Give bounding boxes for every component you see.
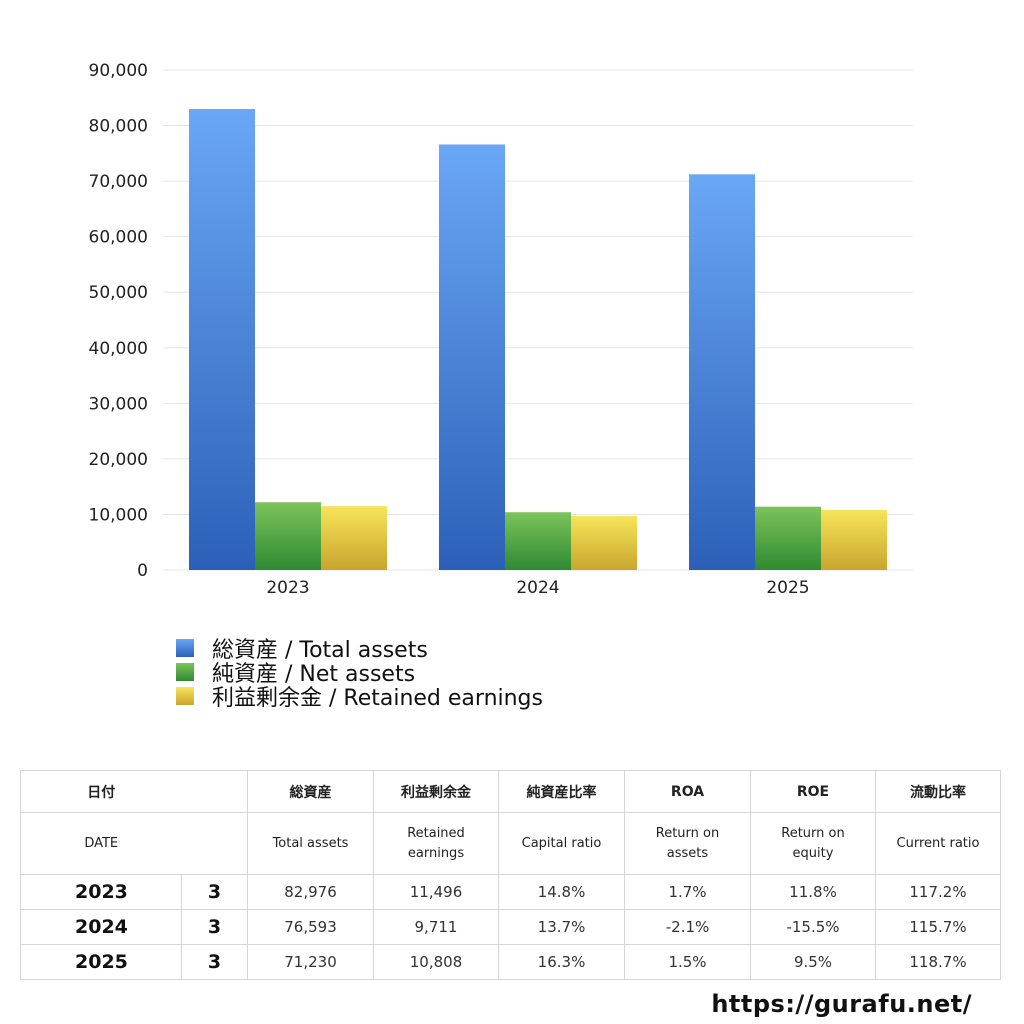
header-roa-en: Return on assets	[624, 812, 751, 875]
y-tick-label: 0	[137, 561, 148, 581]
cell-total-assets: 76,593	[247, 909, 374, 945]
gridlines	[163, 69, 913, 571]
cell-roa: 1.7%	[624, 874, 751, 910]
legend: 総資産 / Total assets 純資産 / Net assets 利益剰余…	[176, 636, 543, 711]
header-roe-jp: ROE	[750, 770, 876, 813]
cell-roa: -2.1%	[624, 909, 751, 945]
row-month: 3	[181, 909, 248, 945]
header-row-jp: 日付 総資産 利益剰余金 純資産比率 ROA ROE 流動比率	[20, 770, 1001, 813]
cell-capital-ratio: 13.7%	[498, 909, 625, 945]
row-month: 3	[181, 874, 248, 910]
row-year: 2024	[20, 909, 182, 945]
row-month: 3	[181, 944, 248, 980]
y-tick-label: 20,000	[89, 450, 148, 470]
legend-swatch-net-assets	[176, 663, 194, 681]
table-row: 2024 3 76,593 9,711 13.7% -2.1% -15.5% 1…	[20, 909, 1001, 945]
x-tick-label: 2023	[266, 578, 309, 598]
y-tick-label: 60,000	[89, 228, 148, 248]
x-tick-label: 2024	[516, 578, 559, 598]
bar-total-assets	[189, 109, 255, 571]
header-roe-en-text: Return on equity	[781, 825, 845, 861]
legend-label: 純資産 / Net assets	[212, 662, 416, 687]
cell-current-ratio: 118.7%	[875, 944, 1001, 980]
bar-total-assets	[689, 174, 755, 570]
legend-swatch-retained-earnings	[176, 687, 194, 705]
bar-net-assets	[505, 512, 571, 570]
header-date-en: DATE	[20, 812, 182, 875]
cell-roe: 11.8%	[750, 874, 876, 910]
y-tick-label: 80,000	[89, 117, 148, 137]
header-roa-en-text: Return on assets	[655, 825, 720, 861]
y-tick-label: 30,000	[89, 394, 148, 414]
cell-retained: 10,808	[373, 944, 499, 980]
cell-total-assets: 71,230	[247, 944, 374, 980]
cell-capital-ratio: 14.8%	[498, 874, 625, 910]
header-date-jp: 日付	[20, 770, 182, 813]
y-tick-label: 90,000	[89, 61, 148, 81]
header-roe-en: Return on equity	[750, 812, 876, 875]
row-year: 2023	[20, 874, 182, 910]
cell-retained: 11,496	[373, 874, 499, 910]
legend-item-net-assets: 純資産 / Net assets	[176, 660, 543, 687]
header-spacer	[181, 770, 248, 813]
bar-chart: 0 10,000 20,000 30,000 40,000 50,000 60,000 70,…	[89, 61, 913, 598]
header-capital-ratio-jp: 純資産比率	[498, 770, 625, 813]
header-capital-ratio-en: Capital ratio	[498, 812, 625, 875]
header-current-ratio-jp: 流動比率	[875, 770, 1001, 813]
bar-retained-earnings	[571, 516, 637, 570]
bars	[189, 109, 887, 571]
header-row-en: DATE Total assets Retained earnings Capi…	[20, 812, 1001, 875]
header-roa-jp: ROA	[624, 770, 751, 813]
cell-total-assets: 82,976	[247, 874, 374, 910]
y-axis: 0 10,000 20,000 30,000 40,000 50,000 60,000 70,…	[89, 61, 148, 581]
y-tick-label: 40,000	[89, 339, 148, 359]
y-tick-label: 10,000	[89, 505, 148, 525]
header-current-ratio-en: Current ratio	[875, 812, 1001, 875]
header-retained-jp: 利益剰余金	[373, 770, 499, 813]
bar-net-assets	[755, 506, 821, 570]
y-tick-label: 50,000	[89, 283, 148, 303]
cell-current-ratio: 115.7%	[875, 909, 1001, 945]
header-total-assets-jp: 総資産	[247, 770, 374, 813]
header-retained-en-text: Retained earnings	[407, 825, 465, 861]
y-tick-label: 70,000	[89, 172, 148, 192]
legend-label: 利益剰余金 / Retained earnings	[212, 686, 543, 711]
x-tick-label: 2025	[766, 578, 809, 598]
bar-retained-earnings	[821, 509, 887, 570]
cell-roe: -15.5%	[750, 909, 876, 945]
cell-retained: 9,711	[373, 909, 499, 945]
cell-capital-ratio: 16.3%	[498, 944, 625, 980]
bar-total-assets	[439, 144, 505, 570]
bar-net-assets	[255, 502, 321, 570]
table-row: 2025 3 71,230 10,808 16.3% 1.5% 9.5% 118…	[20, 944, 1001, 980]
row-year: 2025	[20, 944, 182, 980]
cell-roe: 9.5%	[750, 944, 876, 980]
header-spacer	[181, 812, 248, 875]
site-url[interactable]: https://gurafu.net/	[711, 990, 972, 1018]
legend-item-retained-earnings: 利益剰余金 / Retained earnings	[176, 684, 543, 711]
table-row: 2023 3 82,976 11,496 14.8% 1.7% 11.8% 11…	[20, 874, 1001, 910]
x-axis: 2023 2024 2025	[266, 578, 809, 598]
legend-label: 総資産 / Total assets	[212, 638, 428, 663]
header-retained-en: Retained earnings	[373, 812, 499, 875]
legend-swatch-total-assets	[176, 639, 194, 657]
cell-roa: 1.5%	[624, 944, 751, 980]
header-total-assets-en: Total assets	[247, 812, 374, 875]
financial-table: 日付 総資産 利益剰余金 純資産比率 ROA ROE 流動比率 DATE Tot…	[20, 770, 1001, 980]
bar-retained-earnings	[321, 506, 387, 570]
cell-current-ratio: 117.2%	[875, 874, 1001, 910]
legend-item-total-assets: 総資産 / Total assets	[176, 636, 543, 663]
